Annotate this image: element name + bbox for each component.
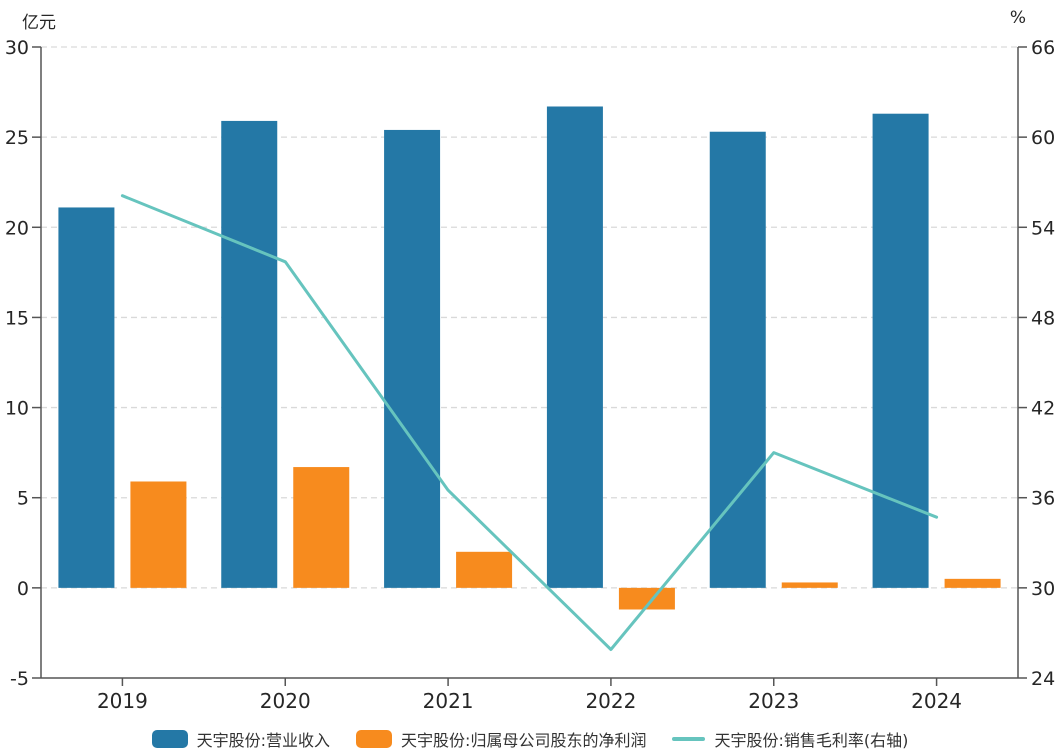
- net-profit-bar-2024: [944, 578, 1001, 588]
- right-axis-title: %: [1009, 8, 1026, 28]
- legend-item-net-profit[interactable]: 天宇股份:归属母公司股东的净利润: [356, 727, 646, 751]
- net-profit-legend-swatch: [356, 730, 393, 748]
- net-profit-bar-2023: [781, 582, 838, 588]
- right-axis-tick-label: 54: [1031, 217, 1055, 239]
- gross-margin-legend-swatch: [672, 737, 706, 741]
- x-axis-label-2019: 2019: [97, 689, 148, 713]
- net-profit-bar-2021: [456, 551, 513, 588]
- left-axis-title: 亿元: [22, 13, 56, 33]
- x-axis-label-2023: 2023: [748, 689, 799, 713]
- net-profit-bar-2022: [618, 587, 675, 610]
- left-axis-tick-label: 15: [5, 307, 29, 329]
- x-axis-label-2020: 2020: [260, 689, 311, 713]
- right-axis-tick-label: 60: [1031, 127, 1055, 149]
- revenue-bars: [58, 106, 929, 588]
- right-axis-tick-label: 66: [1031, 37, 1055, 59]
- net-profit-bar-2020: [293, 467, 350, 588]
- gridlines: [41, 46, 1018, 589]
- revenue-bar-2022: [546, 106, 603, 588]
- x-axis-label-2021: 2021: [423, 689, 474, 713]
- legend-item-revenue[interactable]: 天宇股份:营业收入: [151, 727, 331, 751]
- left-axis-tick-label: 10: [5, 398, 29, 420]
- revenue-bar-2021: [384, 129, 441, 588]
- left-axis-tick-label: 25: [5, 127, 29, 149]
- revenue-legend-swatch: [151, 730, 188, 748]
- revenue-legend-label: 天宇股份:营业收入: [196, 731, 331, 750]
- x-axis-label-2024: 2024: [911, 689, 962, 713]
- right-axis-tick-label: 30: [1031, 578, 1055, 600]
- left-axis-tick-label: 30: [5, 37, 29, 59]
- revenue-bar-2024: [872, 113, 929, 588]
- gross-margin-legend-label: 天宇股份:销售毛利率(右轴): [714, 731, 909, 750]
- axes: 30 25 20 15 10 5 0 -5 66 60 54 48 42 36 30 24 2019 2020 20…: [5, 37, 1055, 713]
- net-profit-bars: [130, 467, 1001, 610]
- right-axis-tick-label: 48: [1031, 307, 1055, 329]
- chart-legend: 天宇股份:营业收入 天宇股份:归属母公司股东的净利润 天宇股份:销售毛利率(右轴…: [0, 723, 1060, 755]
- net-profit-legend-label: 天宇股份:归属母公司股东的净利润: [401, 731, 647, 750]
- legend-item-gross-margin[interactable]: 天宇股份:销售毛利率(右轴): [672, 727, 908, 751]
- x-axis-label-2022: 2022: [585, 689, 636, 713]
- revenue-bar-2023: [709, 131, 766, 588]
- combo-chart: 30 25 20 15 10 5 0 -5 66 60 54 48 42 36 30 24 2019 2020 20…: [5, 37, 1055, 713]
- right-axis-tick-label: 42: [1031, 398, 1055, 420]
- right-axis-tick-label: 24: [1031, 668, 1055, 690]
- right-axis-tick-label: 36: [1031, 488, 1055, 510]
- revenue-bar-2020: [221, 120, 278, 588]
- left-axis-tick-label: 5: [17, 488, 29, 510]
- net-profit-bar-2019: [130, 481, 187, 588]
- gross-margin-line: [120, 194, 939, 651]
- left-axis-tick-label: -5: [10, 668, 29, 690]
- left-axis-tick-label: 20: [5, 217, 29, 239]
- left-axis-tick-label: 0: [17, 578, 29, 600]
- revenue-bar-2019: [58, 207, 115, 588]
